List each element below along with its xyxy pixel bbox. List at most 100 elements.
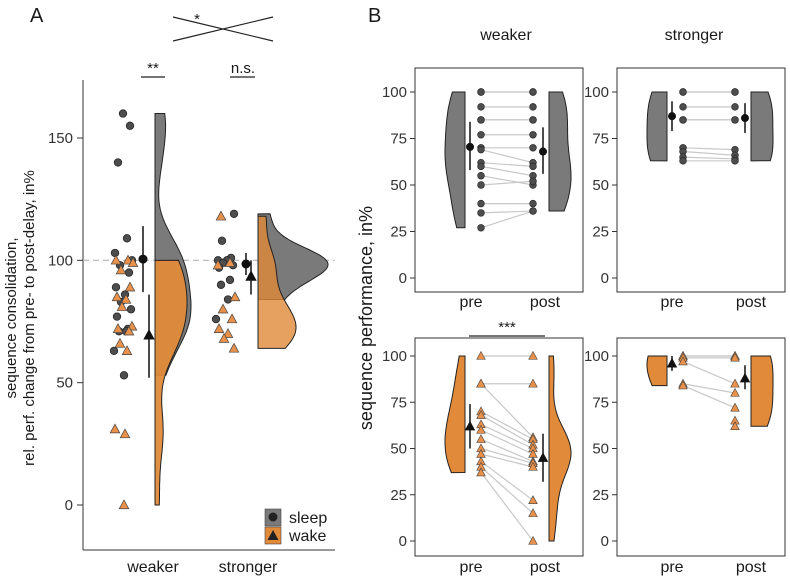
pair-line-sleep-weaker xyxy=(480,210,534,229)
xcat-post-top-left: post xyxy=(530,294,561,311)
point-pre-wake-weaker xyxy=(476,410,486,419)
point-pre-sleep-stronger xyxy=(679,157,687,165)
point-wake-weaker xyxy=(124,281,136,292)
wake-stronger-mean xyxy=(245,270,257,281)
pair-line-wake-stronger xyxy=(682,385,736,409)
point-post-sleep-weaker xyxy=(529,116,537,124)
point-pre-sleep-weaker xyxy=(477,162,485,171)
point-sleep-stronger xyxy=(217,236,227,245)
panel-label-a: A xyxy=(30,5,44,27)
violin-wake-weaker xyxy=(154,259,188,506)
point-post-sleep-stronger xyxy=(731,116,739,124)
ytick-label-sleep-weaker: 100 xyxy=(382,84,407,101)
ytick-label-sleep-weaker: 0 xyxy=(399,270,407,287)
point-sleep-weaker xyxy=(113,158,123,167)
pair-line-sleep-weaker xyxy=(480,175,534,186)
subplot-frame-sleep-stronger xyxy=(616,67,786,293)
panel-a-ytick-label-50: 50 xyxy=(56,375,73,392)
mean-post-sleep-stronger xyxy=(741,114,749,123)
point-pre-sleep-weaker xyxy=(477,116,485,124)
point-post-sleep-weaker xyxy=(529,144,537,152)
point-sleep-weaker xyxy=(111,283,121,292)
subplot-frame-wake-weaker xyxy=(414,337,584,557)
panel-b-ylabel: sequence performance, in% xyxy=(356,206,376,430)
point-pre-sleep-weaker xyxy=(477,103,485,111)
ytick-label-sleep-weaker: 25 xyxy=(390,224,407,241)
point-sleep-weaker xyxy=(118,109,128,118)
point-wake-weaker xyxy=(116,301,128,311)
point-sleep-stronger xyxy=(216,280,226,289)
point-pre-wake-weaker xyxy=(476,434,486,443)
violin-post-wake-stronger xyxy=(750,355,774,427)
legend-wake-label: wake xyxy=(288,528,326,545)
point-wake-weaker xyxy=(118,499,130,510)
point-wake-stronger xyxy=(222,327,234,338)
mean-pre-wake-stronger xyxy=(666,357,678,368)
ytick-label-sleep-stronger: 75 xyxy=(592,131,609,148)
violin-pre-sleep-stronger xyxy=(646,91,668,162)
legend-sleep-marker xyxy=(268,512,278,522)
point-post-wake-weaker xyxy=(528,508,538,517)
point-post-sleep-weaker xyxy=(529,88,537,96)
facet-weaker: weaker xyxy=(479,27,532,44)
mean-pre-sleep-stronger xyxy=(668,112,676,121)
point-pre-sleep-weaker xyxy=(477,172,485,180)
point-sleep-weaker xyxy=(125,121,135,130)
violin-pre-sleep-weaker xyxy=(444,91,466,229)
xcat-pre-top-right: pre xyxy=(660,294,683,311)
point-post-wake-weaker xyxy=(528,495,538,504)
point-post-sleep-weaker xyxy=(529,162,537,171)
legend-wake-marker xyxy=(267,530,279,540)
xcat-post-bottom-left: post xyxy=(530,559,561,576)
ytick-label-sleep-weaker: 50 xyxy=(390,177,407,194)
point-pre-sleep-stronger xyxy=(679,103,687,111)
pair-line-sleep-stronger xyxy=(682,150,736,156)
point-pre-sleep-stronger xyxy=(679,88,687,96)
pair-line-wake-weaker xyxy=(480,460,534,501)
facet-stronger: stronger xyxy=(665,27,724,44)
point-wake-weaker xyxy=(110,254,122,265)
point-pre-sleep-weaker xyxy=(477,199,485,208)
point-sleep-weaker xyxy=(109,346,119,356)
cross-line-2 xyxy=(172,16,274,42)
panel-a-ylabel-line1: sequence consolidation, xyxy=(3,238,20,399)
wake-weaker-mean xyxy=(143,328,155,340)
point-sleep-weaker xyxy=(126,305,136,314)
point-pre-sleep-weaker xyxy=(477,145,485,154)
pair-line-wake-weaker xyxy=(480,410,534,440)
pair-line-wake-weaker xyxy=(480,466,534,514)
point-wake-weaker xyxy=(112,323,124,333)
point-sleep-stronger xyxy=(211,314,221,324)
pair-line-wake-weaker xyxy=(480,447,534,464)
ytick-label-wake-stronger: 100 xyxy=(584,348,609,365)
point-pre-wake-weaker xyxy=(476,350,486,360)
ytick-label-sleep-stronger: 0 xyxy=(601,270,609,287)
panel-a-plot: 0 50 100 150 sequence consolidation, rel. p… xyxy=(3,11,335,576)
sig-weaker: ** xyxy=(147,60,159,77)
xcat-post-bottom-right: post xyxy=(736,559,767,576)
panel-a-ytick-label-100: 100 xyxy=(48,252,73,269)
point-post-sleep-stronger xyxy=(731,88,739,96)
point-wake-stronger xyxy=(218,332,230,343)
subplot-wake-weaker: 0 25 50 75 100 *** xyxy=(382,319,584,557)
point-post-sleep-weaker xyxy=(529,207,537,215)
violin-pre-wake-weaker xyxy=(444,355,466,474)
subplot-sleep-stronger: 0 25 50 75 100 xyxy=(584,67,786,293)
legend: sleep wake xyxy=(264,508,327,545)
point-wake-stronger xyxy=(215,210,227,221)
ytick-label-wake-weaker: 75 xyxy=(390,394,407,411)
pair-line-sleep-weaker xyxy=(480,165,534,177)
point-sleep-weaker xyxy=(112,312,122,321)
point-wake-weaker xyxy=(121,345,133,355)
pair-line-wake-weaker xyxy=(480,429,534,455)
xcat-pre-bottom-left: pre xyxy=(459,559,482,576)
point-wake-stronger xyxy=(217,303,229,314)
xcat-post-top-right: post xyxy=(736,294,767,311)
ytick-label-wake-stronger: 0 xyxy=(601,533,609,550)
pair-line-sleep-stronger xyxy=(682,156,736,160)
point-wake-stronger xyxy=(229,291,241,302)
ytick-label-wake-weaker: 0 xyxy=(399,533,407,550)
point-post-wake-weaker xyxy=(528,461,538,471)
sleep-weaker-mean xyxy=(138,254,148,264)
subplot-wake-stronger: 0 25 50 75 100 xyxy=(584,337,786,557)
